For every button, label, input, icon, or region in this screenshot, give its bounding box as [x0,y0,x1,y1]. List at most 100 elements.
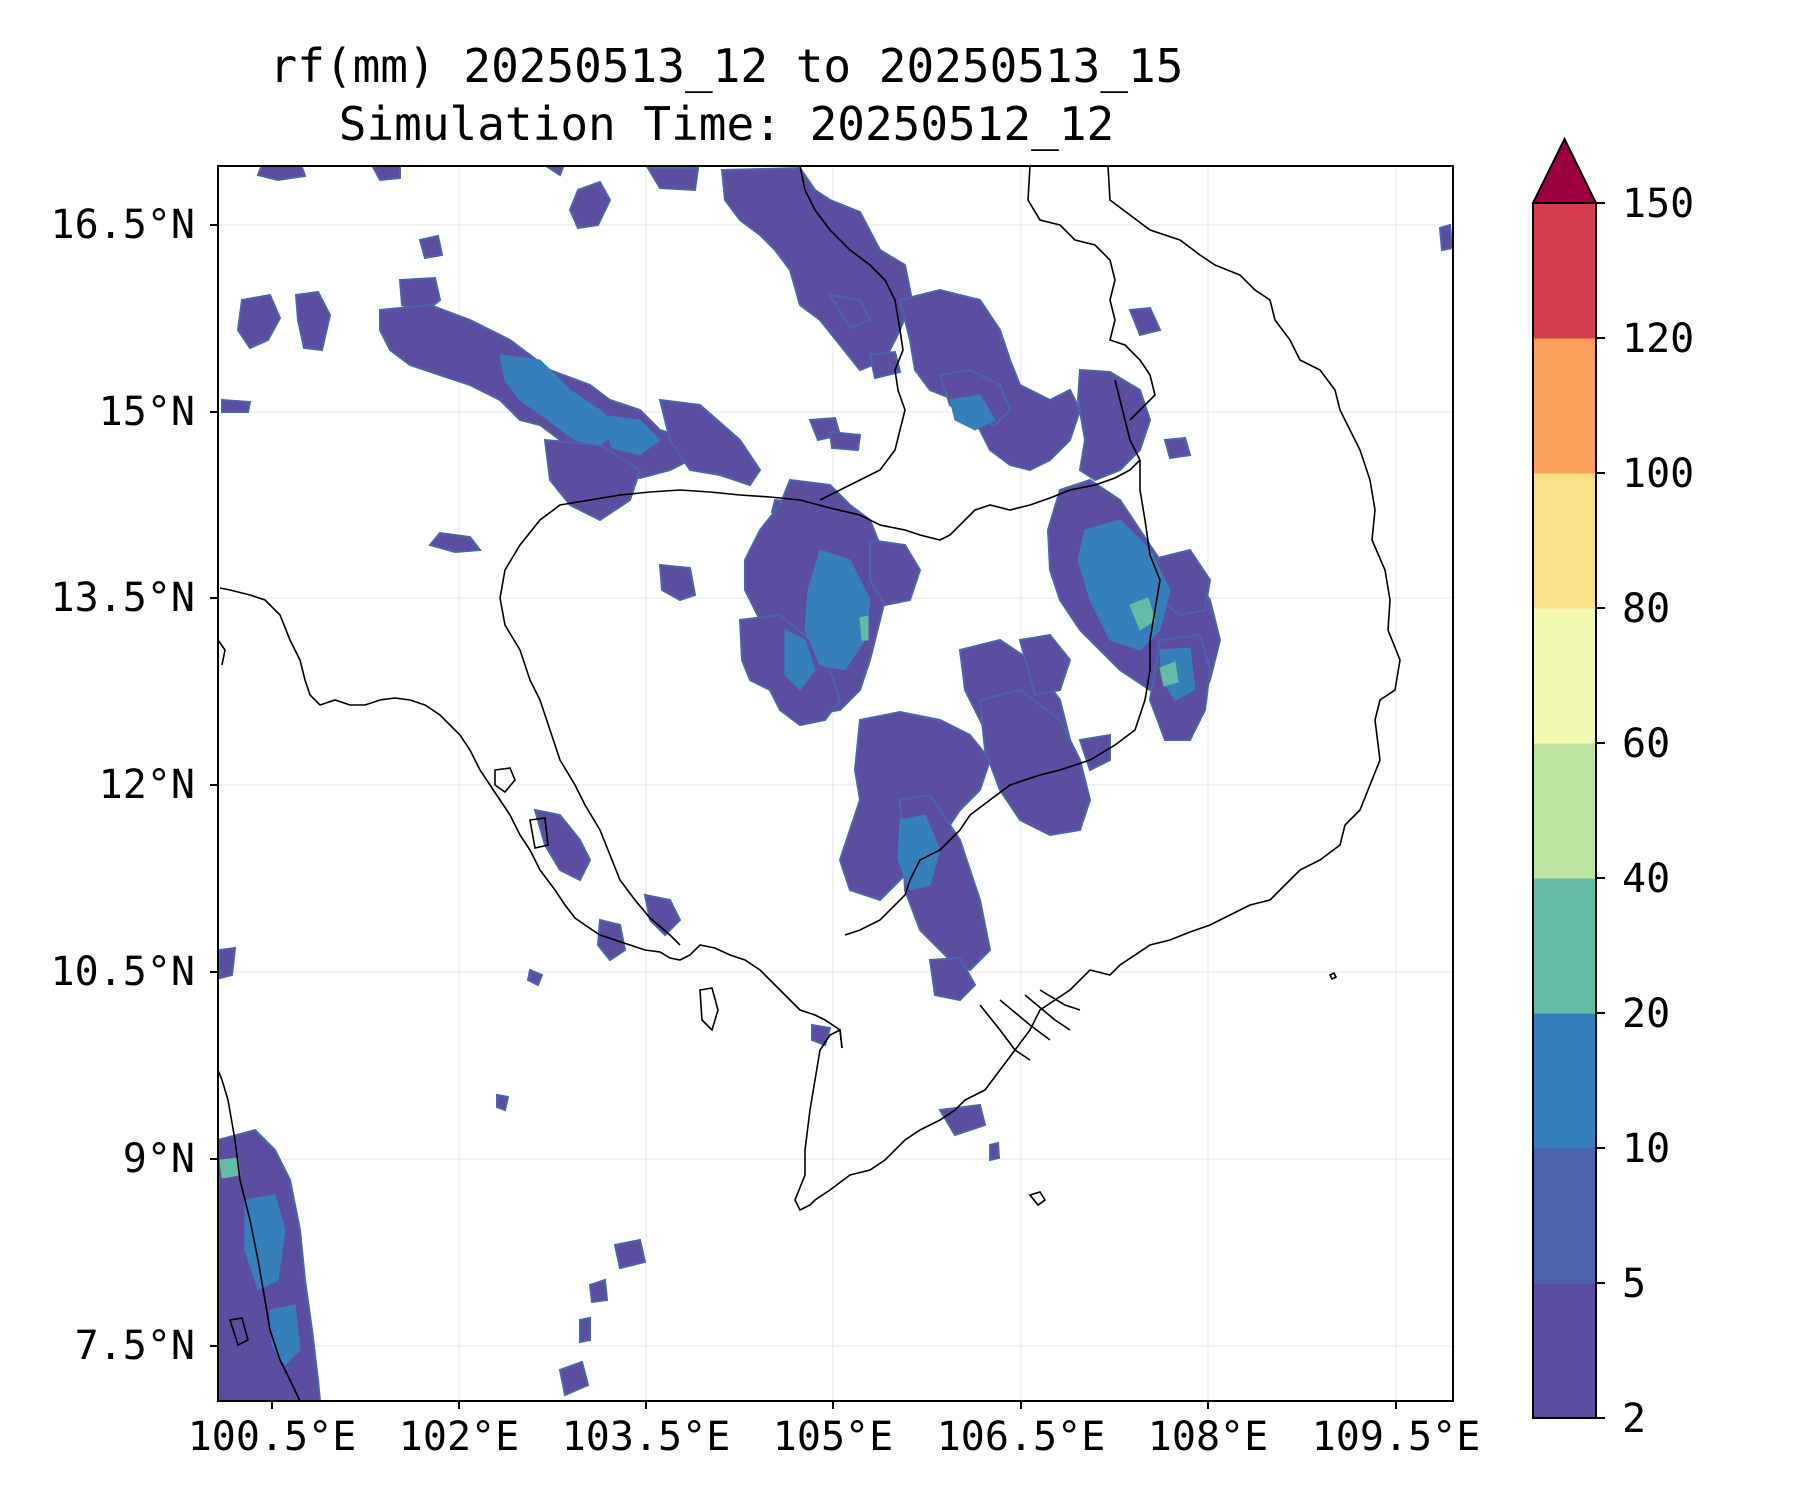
rain-area-gulf-sw-3 [579,1316,591,1344]
rain-area-gulf-dot-2 [496,1093,510,1112]
rain-area-tab-top2 [544,166,565,177]
rain-area-thai-gulf-coast [533,808,592,882]
border-thai-cambodia [499,459,1141,599]
y-tick-label: 7.5°N [75,1323,195,1369]
border-cambodia-vn [844,460,1161,936]
map-frame [217,165,1454,1402]
map-subtitle: Simulation Time: 20250512_12 [338,97,1115,151]
rain-area-cambodia-east [869,538,922,607]
rain-area-annam [1076,368,1152,482]
rain-area-gulf-dot-1 [526,968,544,987]
rain-area-gulf-sw-2 [588,1278,609,1304]
rainfall-contours [218,166,1453,1401]
coastline-gulf-cambodia [219,587,843,1049]
y-tick-label: 9°N [123,1136,195,1182]
map-title: rf(mm) 20250513_12 to 20250513_15 [269,39,1184,93]
rain-area-delta-dot [989,1141,1001,1162]
y-tick-label: 13.5°N [51,575,196,621]
colorbar-segment [1533,338,1596,474]
axis-ticks [210,224,1397,1409]
rain-area-east-cambodia [1018,633,1072,697]
rain-area-south-cambodia [1078,733,1111,772]
rain-area-nw-4 [418,234,444,260]
x-tick-label: 102°E [399,1414,519,1460]
rain-area-north-hills [720,166,914,372]
colorbar-segment [1533,1013,1596,1149]
y-tick-label: 15°N [99,389,195,435]
colorbar-tick-label: 2 [1622,1396,1646,1442]
x-tick-label: 105°E [773,1414,893,1460]
rain-area-gulf-west [219,946,237,980]
colorbar-tick-label: 80 [1622,586,1670,632]
rain-area-blob-2 [658,563,697,602]
rain-area-delta-south [938,1103,987,1137]
rain-area-tab-top [371,166,401,182]
island-1 [494,767,516,794]
rain-area-mekong-delta [928,956,977,1002]
island-2 [529,817,549,849]
island-5 [1328,971,1338,981]
y-tick-label: 16.5°N [51,202,196,248]
x-tick-label: 108°E [1148,1414,1268,1460]
rain-area-gulf-sw-4 [558,1360,590,1397]
rain-area-gulf-dot-3 [811,1023,832,1047]
colorbar-tick-label: 150 [1622,181,1694,227]
colorbar-tick-label: 10 [1622,1126,1670,1172]
rain-core-east-laos [949,394,996,431]
colorbar-segment [1533,203,1596,339]
coastline-malay [218,1069,301,1401]
y-tick-label: 10.5°N [51,949,196,995]
rain-area-blob-5 [868,350,902,380]
border-thai-laos [1027,166,1156,421]
rain-core-south-band [897,814,941,891]
island-malay [228,1317,249,1347]
border-laos-thai-south [1114,379,1141,461]
rain-area-border-band [978,688,1092,837]
colorbar-extend-arrow [1531,136,1598,204]
rain-core-cambodia-arm [784,629,816,691]
colorbar-segment [1533,608,1596,744]
rain-area-kep [596,918,627,962]
rain-area-west-strip [221,398,252,413]
x-tick-label: 109.5°E [1312,1414,1481,1460]
rain-area-tab-northwest [256,166,307,182]
rain-area-east-thai [658,398,762,487]
y-tick-label: 12°N [99,762,195,808]
colorbar-segment [1533,1148,1596,1284]
rain-area-nw-2 [294,290,332,352]
rain-area-central-thai [543,438,642,522]
rain-area-gulf-sw-1 [613,1238,647,1270]
delta-branches [979,989,1081,1061]
rain-core-malay [244,1194,286,1291]
rain-area-blob-4 [828,293,872,330]
coastline-thailand-gulf [218,639,226,666]
rain-area-coast-1 [1128,306,1162,337]
colorbar-tick-label: 20 [1622,991,1670,1037]
rain-peak-highlands [1129,597,1156,631]
rain-area-north-laos [568,180,612,230]
colorbar-segment [1533,1283,1596,1419]
colorbar-segment [1533,743,1596,879]
rain-area-tab-top3 [646,167,700,192]
colorbar: 2 5 10 20 40 60 80 100 120 150 [1531,136,1694,1442]
colorbar-segment [1533,878,1596,1014]
island-3 [699,987,719,1032]
x-tick-label: 100.5°E [188,1414,357,1460]
rain-area-blob-1 [428,531,482,554]
coastline-vietnam [794,166,1401,1212]
colorbar-tick-label: 60 [1622,721,1670,767]
rain-core-central-cambodia [804,549,871,671]
border-laos-vn-north [799,166,906,501]
rain-peak-central [859,615,869,641]
rain-core-band-west [499,354,621,446]
colorbar-tick-label: 120 [1622,316,1694,362]
rain-area-blob-6 [828,430,862,452]
x-tick-label: 103.5°E [562,1414,731,1460]
colorbar-frame [1532,202,1597,1419]
colorbar-tick-label: 5 [1622,1261,1646,1307]
rain-peak-highlands-2 [1159,661,1179,687]
x-tick-label: 106.5°E [937,1414,1106,1460]
rain-area-ne-dot [1438,223,1453,252]
border-cambodia-west [499,597,681,946]
